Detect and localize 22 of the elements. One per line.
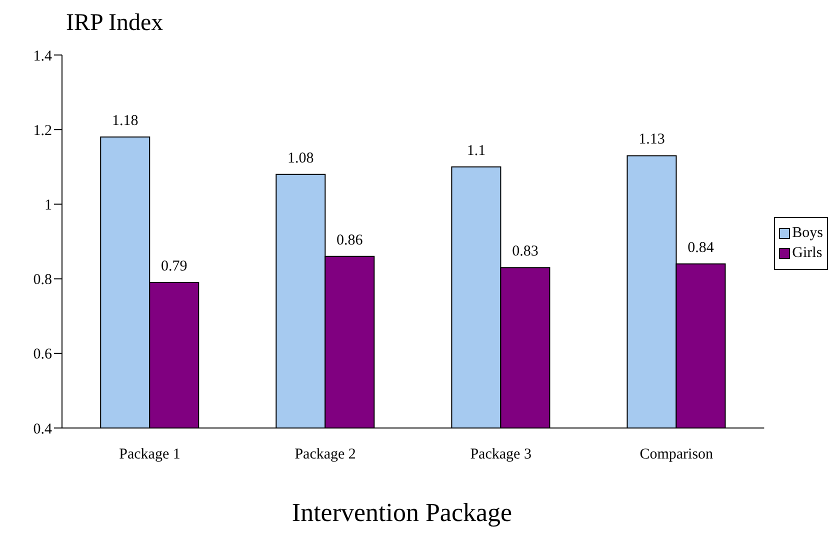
data-label: 1.13 [638,132,665,148]
legend-label: Boys [792,224,823,242]
x-tick-label: Package 3 [470,446,532,463]
y-tick-label: 0.4 [33,421,52,438]
data-label: 0.83 [512,244,538,260]
x-tick-label: Comparison [640,446,714,463]
y-tick-label: 0.8 [33,272,52,288]
x-tick-label: Package 1 [119,446,180,463]
x-tick-label: Package 2 [294,446,356,463]
data-label: 1.08 [288,150,314,166]
data-label: 0.84 [688,240,714,256]
y-tick-label: 0.6 [33,346,52,363]
data-label: 0.79 [160,258,188,275]
data-label: 1.18 [112,113,138,130]
data-label: 1.1 [466,142,486,159]
y-axis-title: IRP Index [66,10,164,37]
y-tick-label: 1.2 [33,122,52,139]
data-label: 0.86 [336,232,364,248]
x-axis-title: Intervention Package [290,498,514,528]
y-tick-label: 1 [44,198,52,214]
y-tick-label: 1.4 [33,48,52,64]
legend-label: Girls [792,244,822,262]
